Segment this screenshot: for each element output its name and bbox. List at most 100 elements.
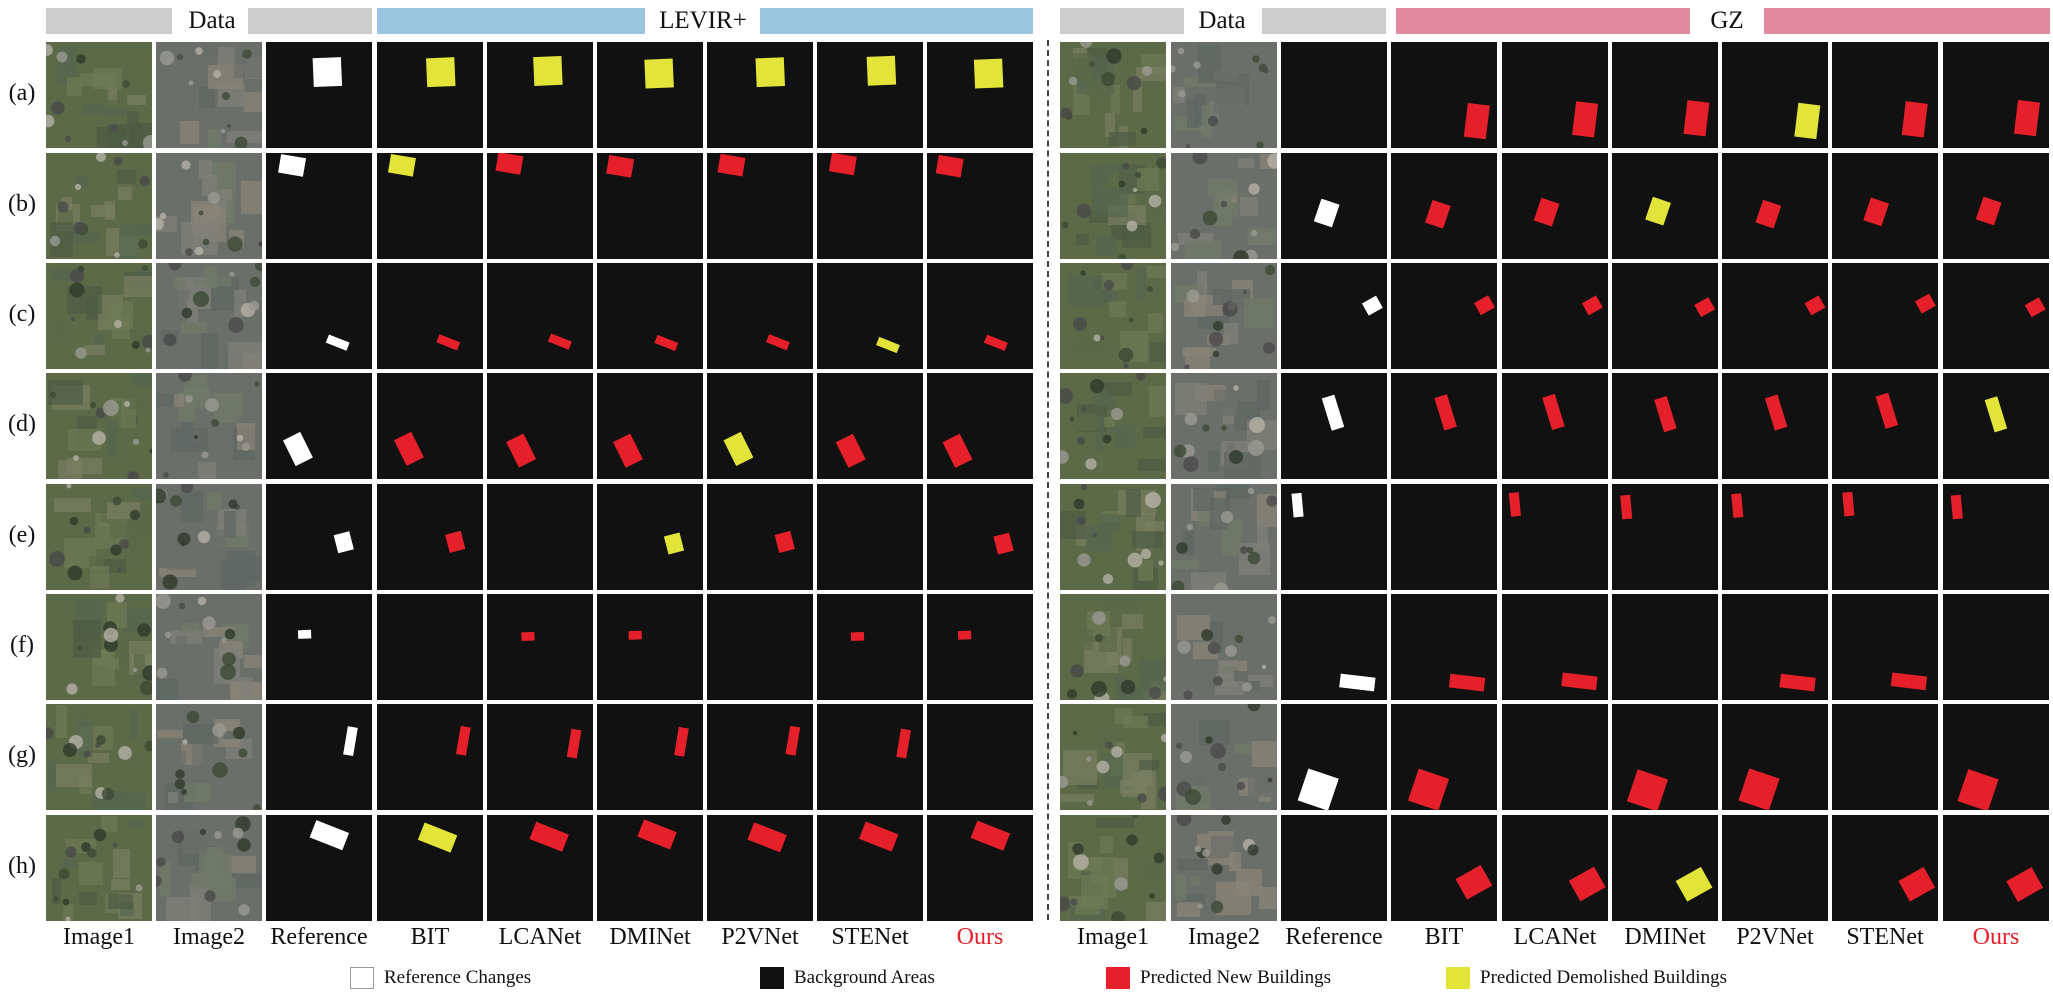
right-reference-map-row-4 — [1281, 373, 1387, 479]
row-label-1: (a) — [8, 80, 36, 106]
right-image1-photo-row-8 — [1060, 815, 1166, 921]
right-lcanet-prediction-row-1 — [1502, 42, 1608, 148]
header-bar-gz-1 — [1396, 8, 1690, 34]
left-image2-photo-row-3 — [156, 263, 262, 369]
left-image2-photo-row-1 — [156, 42, 262, 148]
row-label-7: (g) — [8, 742, 36, 768]
left-bit-prediction-row-8 — [377, 815, 483, 921]
header-bar-levir-2 — [760, 8, 1033, 34]
left-dminet-prediction-row-4 — [597, 373, 703, 479]
right-stenet-prediction-row-6 — [1832, 594, 1938, 700]
left-image2-photo-row-8 — [156, 815, 262, 921]
left-lcanet-prediction-row-6 — [487, 594, 593, 700]
right-column-label-image1: Image1 — [1077, 924, 1149, 950]
right-image2-photo-row-1 — [1171, 42, 1277, 148]
left-dminet-prediction-row-5 — [597, 484, 703, 590]
left-stenet-prediction-row-5 — [817, 484, 923, 590]
right-stenet-prediction-row-3 — [1832, 263, 1938, 369]
left-stenet-prediction-row-4 — [817, 373, 923, 479]
left-stenet-prediction-row-6 — [817, 594, 923, 700]
header-bar-gz-2 — [1764, 8, 2050, 34]
left-dminet-prediction-row-6 — [597, 594, 703, 700]
left-dminet-prediction-row-3 — [597, 263, 703, 369]
left-image1-photo-row-7 — [46, 704, 152, 810]
right-p2vnet-prediction-row-5 — [1722, 484, 1828, 590]
left-column-label-image2: Image2 — [173, 924, 245, 950]
row-label-4: (d) — [8, 411, 36, 437]
right-lcanet-prediction-row-2 — [1502, 153, 1608, 259]
left-bit-prediction-row-1 — [377, 42, 483, 148]
right-reference-map-row-3 — [1281, 263, 1387, 369]
right-ours-prediction-row-4 — [1943, 373, 2049, 479]
right-dminet-prediction-row-7 — [1612, 704, 1718, 810]
left-lcanet-prediction-row-7 — [487, 704, 593, 810]
right-ours-prediction-row-1 — [1943, 42, 2049, 148]
left-image2-photo-row-5 — [156, 484, 262, 590]
right-image2-photo-row-6 — [1171, 594, 1277, 700]
right-stenet-prediction-row-5 — [1832, 484, 1938, 590]
left-ours-prediction-row-4 — [927, 373, 1033, 479]
right-image1-photo-row-6 — [1060, 594, 1166, 700]
right-bit-prediction-row-1 — [1391, 42, 1497, 148]
left-lcanet-prediction-row-5 — [487, 484, 593, 590]
left-p2vnet-prediction-row-6 — [707, 594, 813, 700]
header-label-levir: LEVIR+ — [648, 6, 758, 36]
right-p2vnet-prediction-row-6 — [1722, 594, 1828, 700]
header-bar-right-gray-2 — [1262, 8, 1386, 34]
right-dminet-prediction-row-2 — [1612, 153, 1718, 259]
right-ours-prediction-row-6 — [1943, 594, 2049, 700]
right-lcanet-prediction-row-8 — [1502, 815, 1608, 921]
right-dminet-prediction-row-8 — [1612, 815, 1718, 921]
left-stenet-prediction-row-7 — [817, 704, 923, 810]
left-reference-map-row-3 — [266, 263, 372, 369]
legend-swatch-red — [1106, 967, 1130, 989]
left-image2-photo-row-7 — [156, 704, 262, 810]
left-dminet-prediction-row-7 — [597, 704, 703, 810]
right-reference-map-row-1 — [1281, 42, 1387, 148]
left-bit-prediction-row-7 — [377, 704, 483, 810]
right-p2vnet-prediction-row-7 — [1722, 704, 1828, 810]
right-image2-photo-row-7 — [1171, 704, 1277, 810]
legend-new: Predicted New Buildings — [1106, 964, 1331, 992]
right-p2vnet-prediction-row-2 — [1722, 153, 1828, 259]
legend-demolished-label: Predicted Demolished Buildings — [1480, 967, 1727, 988]
right-lcanet-prediction-row-3 — [1502, 263, 1608, 369]
left-image1-photo-row-5 — [46, 484, 152, 590]
left-column-label-image1: Image1 — [63, 924, 135, 950]
right-p2vnet-prediction-row-1 — [1722, 42, 1828, 148]
right-column-label-image2: Image2 — [1188, 924, 1260, 950]
right-ours-prediction-row-7 — [1943, 704, 2049, 810]
row-label-6: (f) — [10, 632, 34, 658]
left-bit-prediction-row-5 — [377, 484, 483, 590]
left-image1-photo-row-4 — [46, 373, 152, 479]
right-ours-prediction-row-5 — [1943, 484, 2049, 590]
header-label-left-data: Data — [176, 6, 248, 36]
right-reference-map-row-8 — [1281, 815, 1387, 921]
legend-demolished: Predicted Demolished Buildings — [1446, 964, 1727, 992]
row-label-8: (h) — [8, 853, 36, 879]
left-image2-photo-row-6 — [156, 594, 262, 700]
header-bar-left-gray-2 — [248, 8, 372, 34]
left-column-label-dminet: DMINet — [609, 924, 691, 950]
left-reference-map-row-4 — [266, 373, 372, 479]
legend-reference: Reference Changes — [350, 964, 531, 992]
left-stenet-prediction-row-3 — [817, 263, 923, 369]
right-column-label-reference: Reference — [1285, 924, 1383, 950]
left-p2vnet-prediction-row-8 — [707, 815, 813, 921]
right-dminet-prediction-row-4 — [1612, 373, 1718, 479]
header-label-right-data: Data — [1186, 6, 1258, 36]
left-lcanet-prediction-row-1 — [487, 42, 593, 148]
right-bit-prediction-row-5 — [1391, 484, 1497, 590]
right-dminet-prediction-row-3 — [1612, 263, 1718, 369]
left-p2vnet-prediction-row-4 — [707, 373, 813, 479]
left-reference-map-row-1 — [266, 42, 372, 148]
left-stenet-prediction-row-2 — [817, 153, 923, 259]
left-ours-prediction-row-7 — [927, 704, 1033, 810]
left-column-label-reference: Reference — [270, 924, 368, 950]
right-image1-photo-row-1 — [1060, 42, 1166, 148]
left-ours-prediction-row-5 — [927, 484, 1033, 590]
right-dminet-prediction-row-1 — [1612, 42, 1718, 148]
right-column-label-bit: BIT — [1424, 924, 1464, 950]
row-label-5: (e) — [8, 522, 36, 548]
legend-swatch-black — [760, 967, 784, 989]
